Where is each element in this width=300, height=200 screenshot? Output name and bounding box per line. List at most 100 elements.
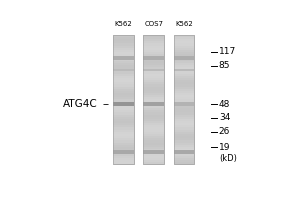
Bar: [113, 134, 134, 136]
Bar: [143, 37, 164, 39]
Bar: [113, 138, 134, 140]
Text: COS7: COS7: [144, 21, 163, 27]
Text: 26: 26: [219, 127, 230, 136]
Bar: [143, 112, 164, 115]
Bar: [113, 121, 134, 123]
Bar: [113, 48, 134, 50]
Bar: [113, 117, 134, 119]
Bar: [143, 106, 164, 108]
Bar: [113, 52, 134, 54]
Bar: [173, 102, 194, 106]
Bar: [173, 108, 194, 110]
Bar: [173, 46, 194, 48]
Bar: [173, 91, 194, 93]
Bar: [143, 46, 164, 48]
Bar: [113, 35, 134, 164]
Bar: [113, 54, 134, 56]
Bar: [173, 97, 194, 99]
Bar: [113, 69, 134, 71]
Bar: [113, 136, 134, 138]
Text: ATG4C: ATG4C: [63, 99, 98, 109]
Bar: [113, 156, 134, 158]
Bar: [113, 93, 134, 95]
Text: (kD): (kD): [219, 154, 237, 163]
Bar: [113, 97, 134, 99]
Bar: [113, 35, 134, 164]
Bar: [113, 147, 134, 149]
Bar: [143, 150, 164, 154]
Bar: [113, 41, 134, 43]
Bar: [143, 48, 164, 50]
Bar: [143, 153, 164, 156]
Bar: [173, 56, 194, 60]
Bar: [113, 74, 134, 76]
Bar: [173, 69, 194, 71]
Bar: [113, 80, 134, 82]
Bar: [143, 117, 164, 119]
Bar: [113, 112, 134, 115]
Bar: [173, 56, 194, 58]
Bar: [143, 93, 164, 95]
Bar: [143, 99, 164, 102]
Bar: [173, 52, 194, 54]
Bar: [173, 41, 194, 43]
Bar: [143, 91, 164, 93]
Bar: [143, 65, 164, 67]
Bar: [113, 145, 134, 147]
Bar: [113, 132, 134, 134]
Bar: [143, 147, 164, 149]
Bar: [173, 115, 194, 117]
Bar: [113, 46, 134, 48]
Bar: [113, 123, 134, 125]
Bar: [173, 71, 194, 74]
Bar: [143, 89, 164, 91]
Text: 48: 48: [219, 100, 230, 109]
Bar: [143, 69, 164, 71]
Bar: [113, 56, 134, 58]
Bar: [173, 82, 194, 84]
Bar: [173, 162, 194, 164]
Bar: [143, 115, 164, 117]
Bar: [143, 104, 164, 106]
Text: 85: 85: [219, 61, 230, 70]
Bar: [143, 54, 164, 56]
Bar: [143, 156, 164, 158]
Bar: [173, 84, 194, 87]
Bar: [143, 130, 164, 132]
Bar: [173, 158, 194, 160]
Bar: [143, 56, 164, 60]
Bar: [143, 35, 164, 164]
Bar: [113, 63, 134, 65]
Bar: [173, 153, 194, 156]
Bar: [173, 104, 194, 106]
Bar: [173, 48, 194, 50]
Bar: [173, 58, 194, 61]
Bar: [143, 84, 164, 87]
Bar: [113, 35, 134, 37]
Bar: [113, 127, 134, 130]
Bar: [143, 102, 164, 104]
Bar: [143, 80, 164, 82]
Bar: [173, 117, 194, 119]
Bar: [143, 123, 164, 125]
Bar: [173, 76, 194, 78]
Bar: [113, 82, 134, 84]
Bar: [173, 112, 194, 115]
Bar: [143, 56, 164, 58]
Bar: [143, 132, 164, 134]
Bar: [113, 84, 134, 87]
Bar: [143, 35, 164, 164]
Bar: [173, 151, 194, 153]
Bar: [173, 150, 194, 154]
Bar: [113, 61, 134, 63]
Text: 34: 34: [219, 113, 230, 122]
Bar: [113, 58, 134, 61]
Bar: [113, 69, 134, 71]
Bar: [143, 63, 164, 65]
Bar: [143, 87, 164, 89]
Bar: [173, 43, 194, 46]
Bar: [173, 134, 194, 136]
Bar: [143, 39, 164, 41]
Bar: [113, 143, 134, 145]
Bar: [113, 108, 134, 110]
